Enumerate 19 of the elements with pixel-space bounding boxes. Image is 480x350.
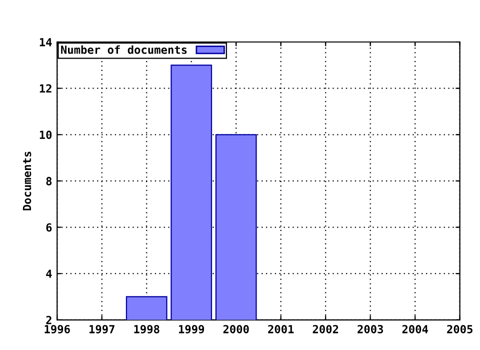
- x-tick-label: 2001: [268, 324, 294, 334]
- y-tick-label: 2: [46, 316, 52, 324]
- x-tick-label: 2003: [358, 324, 384, 334]
- y-tick-label: 14: [40, 38, 52, 46]
- y-tick-label: 4: [46, 270, 52, 278]
- y-tick-label: 12: [40, 84, 52, 93]
- y-tick-label: 10: [40, 130, 52, 140]
- x-tick-label: 1996: [44, 324, 70, 334]
- x-tick-label: 2002: [312, 324, 338, 334]
- legend-label: Number of documents: [61, 45, 187, 54]
- x-tick-label: 2005: [447, 324, 472, 334]
- x-tick-label: 1999: [179, 325, 204, 334]
- y-tick-label: 6: [46, 223, 52, 232]
- y-tick-label: 8: [46, 176, 52, 186]
- x-tick-label: 2000: [223, 324, 249, 334]
- y-axis-title: Documents: [22, 152, 32, 210]
- x-tick-label: 2004: [402, 324, 428, 334]
- x-tick-label: 1997: [90, 325, 114, 334]
- x-tick-label: 1998: [134, 324, 160, 334]
